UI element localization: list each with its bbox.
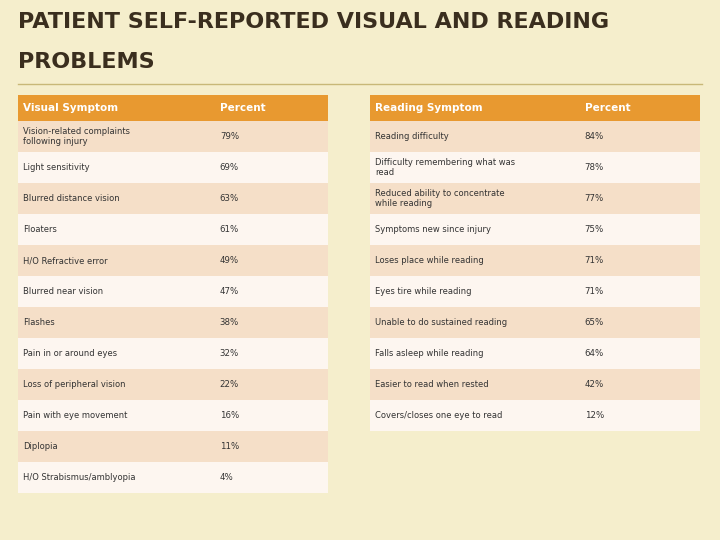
Bar [215,369,328,400]
Text: Covers/closes one eye to read: Covers/closes one eye to read [375,411,503,420]
Bar [215,307,328,338]
Bar [18,307,215,338]
Bar [580,276,700,307]
Text: Loses place while reading: Loses place while reading [375,256,484,265]
Bar [18,152,215,183]
Text: Percent: Percent [220,103,266,113]
Text: 71%: 71% [585,256,604,265]
Bar [215,121,328,152]
Text: Pain with eye movement: Pain with eye movement [23,411,127,420]
Text: 84%: 84% [585,132,604,141]
Text: Pain in or around eyes: Pain in or around eyes [23,349,117,358]
Text: Reading difficulty: Reading difficulty [375,132,449,141]
Text: 11%: 11% [220,442,239,451]
Text: Unable to do sustained reading: Unable to do sustained reading [375,318,507,327]
Text: 64%: 64% [585,349,604,358]
Bar [18,369,215,400]
Text: PATIENT SELF-REPORTED VISUAL AND READING: PATIENT SELF-REPORTED VISUAL AND READING [18,12,609,32]
Text: 61%: 61% [220,225,239,234]
Bar [580,183,700,214]
Bar [215,95,328,121]
Text: 16%: 16% [220,411,239,420]
Bar [370,276,580,307]
Bar [580,121,700,152]
Bar [215,462,328,493]
Bar [18,276,215,307]
Text: Visual Symptom: Visual Symptom [23,103,118,113]
Text: Flashes: Flashes [23,318,55,327]
Text: Blurred near vision: Blurred near vision [23,287,103,296]
Text: Vision-related complaints
following injury: Vision-related complaints following inju… [23,127,130,146]
Bar [18,121,215,152]
Bar [580,152,700,183]
Bar [215,245,328,276]
Text: 71%: 71% [585,287,604,296]
Bar [370,400,580,431]
Text: 69%: 69% [220,163,239,172]
Bar [370,152,580,183]
Bar [18,214,215,245]
Text: Easier to read when rested: Easier to read when rested [375,380,489,389]
Text: Falls asleep while reading: Falls asleep while reading [375,349,484,358]
Bar [215,400,328,431]
Text: H/O Refractive error: H/O Refractive error [23,256,107,265]
Text: Blurred distance vision: Blurred distance vision [23,194,120,203]
Text: 75%: 75% [585,225,604,234]
Text: Diplopia: Diplopia [23,442,58,451]
Text: 49%: 49% [220,256,239,265]
Text: 42%: 42% [585,380,604,389]
Bar [580,338,700,369]
Bar [215,183,328,214]
Bar [580,307,700,338]
Bar [580,245,700,276]
Bar [215,276,328,307]
Text: 4%: 4% [220,473,233,482]
Bar [18,400,215,431]
Bar [580,369,700,400]
Text: 63%: 63% [220,194,239,203]
Bar [18,245,215,276]
Text: Floaters: Floaters [23,225,57,234]
Text: Eyes tire while reading: Eyes tire while reading [375,287,472,296]
Text: 47%: 47% [220,287,239,296]
Text: PROBLEMS: PROBLEMS [18,52,155,72]
Text: Symptoms new since injury: Symptoms new since injury [375,225,491,234]
Text: H/O Strabismus/amblyopia: H/O Strabismus/amblyopia [23,473,135,482]
Text: Difficulty remembering what was
read: Difficulty remembering what was read [375,158,515,177]
Text: Light sensitivity: Light sensitivity [23,163,89,172]
Bar [580,400,700,431]
Text: 77%: 77% [585,194,604,203]
Text: 65%: 65% [585,318,604,327]
Bar [370,121,580,152]
Text: 32%: 32% [220,349,239,358]
Text: 79%: 79% [220,132,239,141]
Bar [215,338,328,369]
Bar [580,95,700,121]
Text: Percent: Percent [585,103,630,113]
Bar [18,183,215,214]
Text: Reading Symptom: Reading Symptom [375,103,482,113]
Text: Reduced ability to concentrate
while reading: Reduced ability to concentrate while rea… [375,189,505,208]
Bar [370,369,580,400]
Text: Loss of peripheral vision: Loss of peripheral vision [23,380,125,389]
Bar [215,431,328,462]
Bar [215,152,328,183]
Bar [215,214,328,245]
Bar [18,431,215,462]
Bar [370,95,580,121]
Bar [18,338,215,369]
Bar [370,183,580,214]
Bar [370,214,580,245]
Bar [18,462,215,493]
Bar [370,307,580,338]
Text: 78%: 78% [585,163,604,172]
Text: 38%: 38% [220,318,239,327]
Text: 12%: 12% [585,411,604,420]
Bar [18,95,215,121]
Bar [370,338,580,369]
Text: 22%: 22% [220,380,239,389]
Bar [580,214,700,245]
Bar [370,245,580,276]
